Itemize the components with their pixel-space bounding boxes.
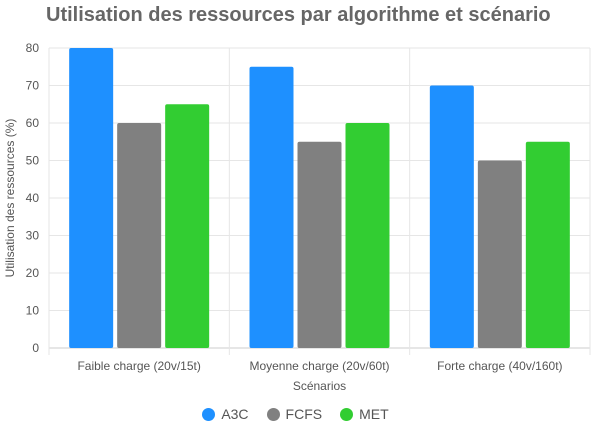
y-tick-label: 40 — [26, 191, 40, 205]
y-tick-label: 0 — [32, 341, 39, 355]
x-tick-label: Moyenne charge (20v/60t) — [249, 359, 389, 373]
bar-met — [525, 141, 570, 348]
bar-a3c — [429, 85, 474, 348]
bar-fcfs — [297, 141, 342, 348]
legend-item-met[interactable]: MET — [340, 406, 389, 422]
bar-fcfs — [477, 160, 522, 348]
y-tick-label: 60 — [26, 116, 40, 130]
bar-met — [345, 123, 390, 348]
legend-label: A3C — [221, 406, 249, 422]
bar-met — [165, 104, 210, 348]
x-tick-label: Forte charge (40v/160t) — [437, 359, 562, 373]
legend-swatch — [202, 407, 216, 421]
y-tick-label: 80 — [26, 41, 40, 55]
y-tick-label: 50 — [26, 154, 40, 168]
legend-item-fcfs[interactable]: FCFS — [266, 406, 323, 422]
bar-a3c — [249, 66, 294, 348]
legend-swatch — [340, 407, 354, 421]
legend-label: FCFS — [285, 406, 323, 422]
y-axis-label: Utilisation des ressources (%) — [3, 119, 17, 278]
y-tick-label: 20 — [26, 266, 40, 280]
legend-label: MET — [359, 406, 389, 422]
legend-item-a3c[interactable]: A3C — [202, 406, 249, 422]
y-tick-label: 70 — [26, 79, 40, 93]
legend-swatch — [266, 407, 280, 421]
y-tick-label: 30 — [26, 229, 40, 243]
chart-title: Utilisation des ressources par algorithm… — [46, 4, 551, 26]
x-axis-label: Scénarios — [293, 379, 346, 393]
legend: A3C FCFS MET — [0, 406, 591, 422]
x-tick-label: Faible charge (20v/15t) — [77, 359, 200, 373]
y-tick-label: 10 — [26, 304, 40, 318]
bar-fcfs — [117, 123, 162, 348]
bar-a3c — [69, 48, 114, 348]
